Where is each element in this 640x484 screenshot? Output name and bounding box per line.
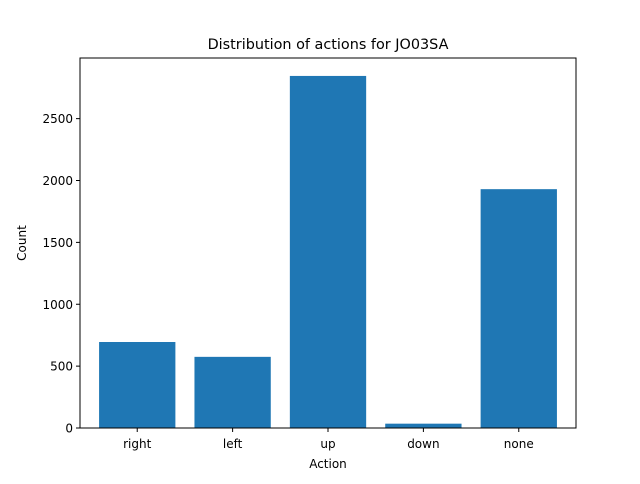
y-tick-label-500: 500 — [50, 360, 73, 374]
y-tick-label-1500: 1500 — [42, 236, 73, 250]
y-axis: 0 500 1000 1500 2000 2500 — [42, 112, 80, 436]
plot-frame — [79, 57, 577, 429]
bar-down — [385, 423, 462, 428]
chart-title: Distribution of actions for JO03SA — [208, 37, 449, 53]
y-tick-label-1000: 1000 — [42, 298, 73, 312]
x-tick-label-right: right — [123, 437, 151, 451]
y-tick-label-2000: 2000 — [42, 174, 73, 188]
bars-layer — [99, 75, 557, 428]
x-axis: right left up down none — [123, 428, 534, 451]
bar-none — [480, 189, 557, 428]
x-tick-label-up: up — [320, 437, 335, 451]
x-tick-label-left: left — [223, 437, 243, 451]
y-tick-label-0: 0 — [65, 422, 73, 436]
bar-up — [289, 75, 367, 428]
y-tick-label-2500: 2500 — [42, 112, 73, 126]
x-tick-label-down: down — [407, 437, 439, 451]
x-axis-label: Action — [309, 457, 347, 471]
bar-right — [99, 342, 176, 428]
y-axis-label: Count — [15, 225, 29, 261]
bar-left — [194, 356, 271, 428]
x-tick-label-none: none — [504, 437, 534, 451]
